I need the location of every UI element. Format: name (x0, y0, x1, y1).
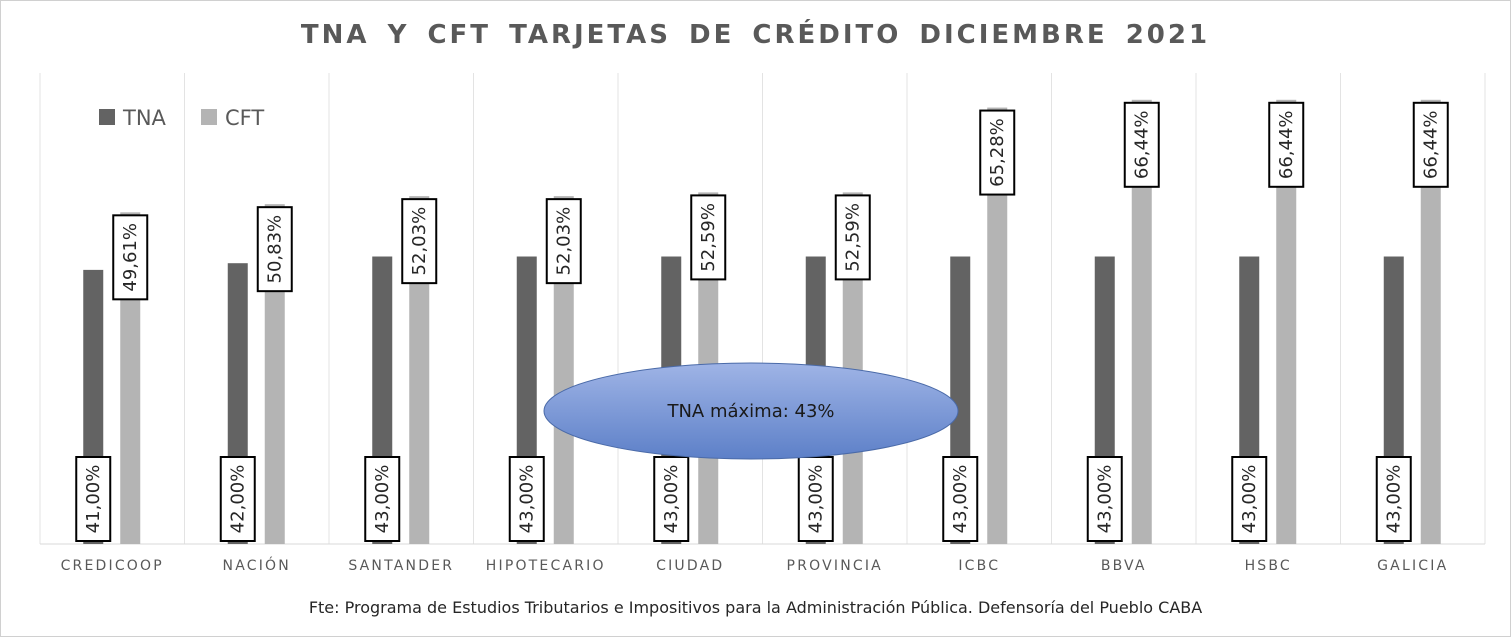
bar-cft (1276, 99, 1297, 544)
data-label-cft: 52,03% (409, 207, 430, 276)
bar-cft (1131, 99, 1152, 544)
label-box-tna (219, 456, 256, 542)
data-label-tna: 43,00% (1383, 465, 1404, 534)
label-box-cft (979, 109, 1016, 196)
category-label: PROVINCIA (787, 558, 883, 574)
category-label: HSBC (1245, 558, 1292, 574)
label-box-tna (1231, 456, 1268, 542)
label-box-tna (508, 456, 545, 542)
label-box-cft (690, 194, 727, 281)
data-label-tna: 43,00% (516, 465, 537, 534)
legend-swatch-tna (99, 109, 115, 125)
legend: TNA CFT (99, 106, 264, 130)
category-label: BBVA (1101, 558, 1147, 574)
legend-label-tna: TNA (122, 106, 167, 130)
data-label-cft: 66,44% (1131, 110, 1152, 179)
label-box-tna (653, 456, 690, 542)
category-labels: CREDICOOP NACIÓN SANTANDER HIPOTECARIO CIUDA… (61, 556, 1448, 574)
data-label-cft: 50,83% (264, 215, 285, 284)
annotation: TNA máxima: 43% (543, 362, 959, 460)
label-box-cft (112, 214, 149, 301)
data-label-tna: 43,00% (950, 465, 971, 534)
category-label: CREDICOOP (61, 558, 164, 574)
data-label-tna: 43,00% (372, 465, 393, 534)
label-box-tna (364, 456, 401, 542)
data-label-tna: 43,00% (805, 465, 826, 534)
data-label-cft: 49,61% (120, 223, 141, 292)
data-label-cft: 66,44% (1276, 110, 1297, 179)
data-label-tna: 43,00% (1239, 465, 1260, 534)
data-label-tna: 42,00% (227, 465, 248, 534)
data-labels: 41,00% 49,61% 42,00% 50,83% 43,00% 52,03% 43,0… (75, 101, 1449, 542)
data-label-cft: 65,28% (987, 118, 1008, 187)
chart-title: TNA Y CFT TARJETAS DE CRÉDITO DICIEMBRE … (300, 20, 1211, 50)
gridlines (39, 73, 1486, 545)
data-label-cft: 66,44% (1420, 110, 1441, 179)
data-label-tna: 43,00% (661, 465, 682, 534)
legend-label-cft: CFT (225, 106, 264, 130)
data-label-cft: 52,59% (698, 203, 719, 272)
label-box-tna (797, 456, 834, 542)
category-label: CIUDAD (656, 558, 724, 574)
source-note: Fte: Programa de Estudios Tributarios e … (308, 598, 1203, 617)
data-label-tna: 43,00% (1094, 465, 1115, 534)
bar-cft (1420, 99, 1441, 544)
label-box-cft (1123, 101, 1160, 188)
label-box-tna (1375, 456, 1412, 542)
category-label: SANTANDER (348, 558, 454, 574)
data-label-tna: 41,00% (83, 465, 104, 534)
label-box-cft (401, 198, 438, 285)
category-label: ICBC (958, 558, 1000, 574)
label-box-cft (256, 206, 293, 293)
label-box-cft (1268, 101, 1305, 188)
legend-swatch-cft (201, 109, 217, 125)
annotation-text: TNA máxima: 43% (666, 401, 834, 422)
category-label: HIPOTECARIO (486, 558, 606, 574)
data-label-cft: 52,03% (553, 207, 574, 276)
label-box-tna (942, 456, 979, 542)
label-box-cft (834, 194, 871, 281)
category-label: NACIÓN (223, 556, 291, 574)
label-box-cft (1412, 101, 1449, 188)
data-label-cft: 52,59% (842, 203, 863, 272)
annotation-ellipse (543, 362, 959, 460)
bar-cft (987, 107, 1008, 544)
category-label: GALICIA (1377, 558, 1448, 574)
label-box-cft (545, 198, 582, 285)
label-box-tna (75, 456, 112, 542)
label-box-tna (1086, 456, 1123, 542)
